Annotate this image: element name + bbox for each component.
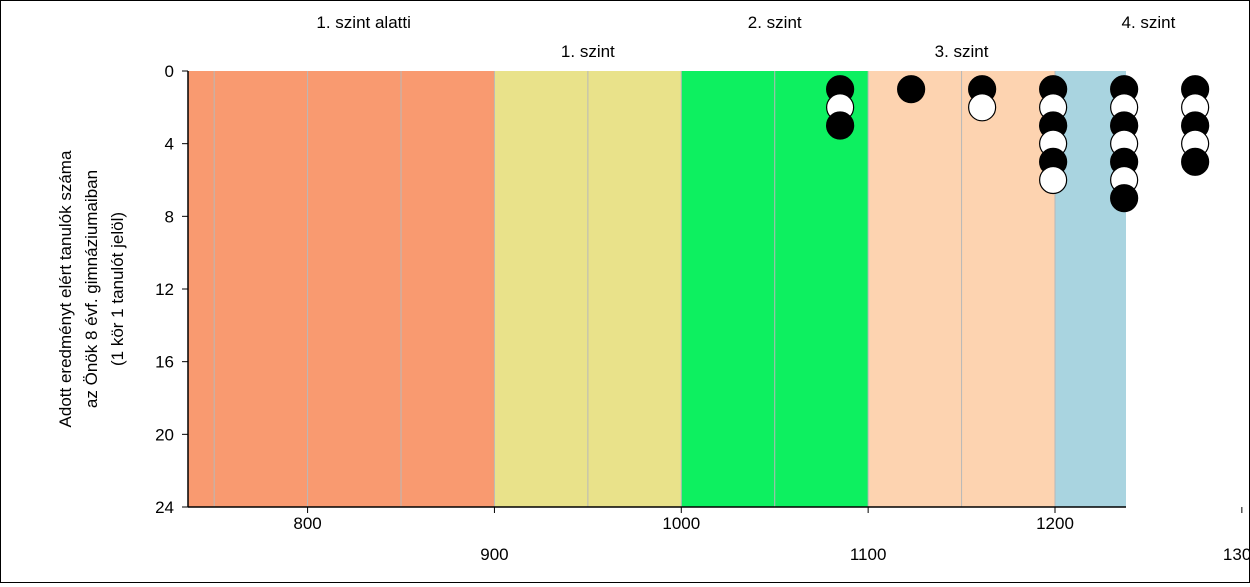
level-band-0 — [188, 71, 495, 507]
vertical-gridlines — [213, 71, 1056, 507]
x-tick-label: 800 — [293, 514, 321, 533]
y-tick-label: 12 — [155, 280, 174, 299]
y-tick-label: 20 — [155, 425, 174, 444]
level-label: 4. szint — [1121, 13, 1175, 32]
level-bands — [188, 71, 1126, 507]
student-circles — [826, 75, 1210, 213]
y-axis-title: Adott eredményt elért tanulók száma az Ön… — [56, 150, 127, 427]
y-tick-label: 8 — [165, 207, 174, 226]
x-tick-label: 1300 — [1223, 545, 1249, 564]
y-tick-label: 16 — [155, 353, 174, 372]
x-tick-label: 1100 — [850, 545, 887, 564]
student-circle-black — [897, 75, 926, 104]
level-label: 1. szint — [561, 42, 615, 61]
level-label: 1. szint alatti — [316, 13, 411, 32]
y-tick-label: 24 — [155, 498, 174, 517]
level-labels: 1. szint alatti 1. szint 2. szint 3. szint 4… — [316, 13, 1175, 61]
student-circle-black — [1181, 147, 1210, 176]
x-tick-label: 1000 — [662, 514, 700, 533]
x-tick-label: 900 — [480, 545, 508, 564]
y-axis-title-line: (1 kör 1 tanulót jelöl) — [108, 212, 127, 366]
y-tick-label: 4 — [165, 135, 174, 154]
axes: 0481216202480010001200140016001800200022… — [155, 62, 1250, 564]
y-axis-title-line: Adott eredményt elért tanulók száma — [56, 150, 75, 427]
student-circle-black — [1110, 184, 1139, 213]
level-label: 2. szint — [748, 13, 802, 32]
level-label: 3. szint — [935, 42, 989, 61]
student-circle-white — [1039, 165, 1068, 195]
student-circle-white — [968, 93, 997, 122]
y-tick-label: 0 — [165, 62, 174, 81]
x-tick-label: 1200 — [1036, 514, 1074, 533]
y-axis-title-line: az Önök 8 évf. gimnáziumaiban — [82, 170, 101, 408]
student-circle-black — [826, 111, 855, 140]
